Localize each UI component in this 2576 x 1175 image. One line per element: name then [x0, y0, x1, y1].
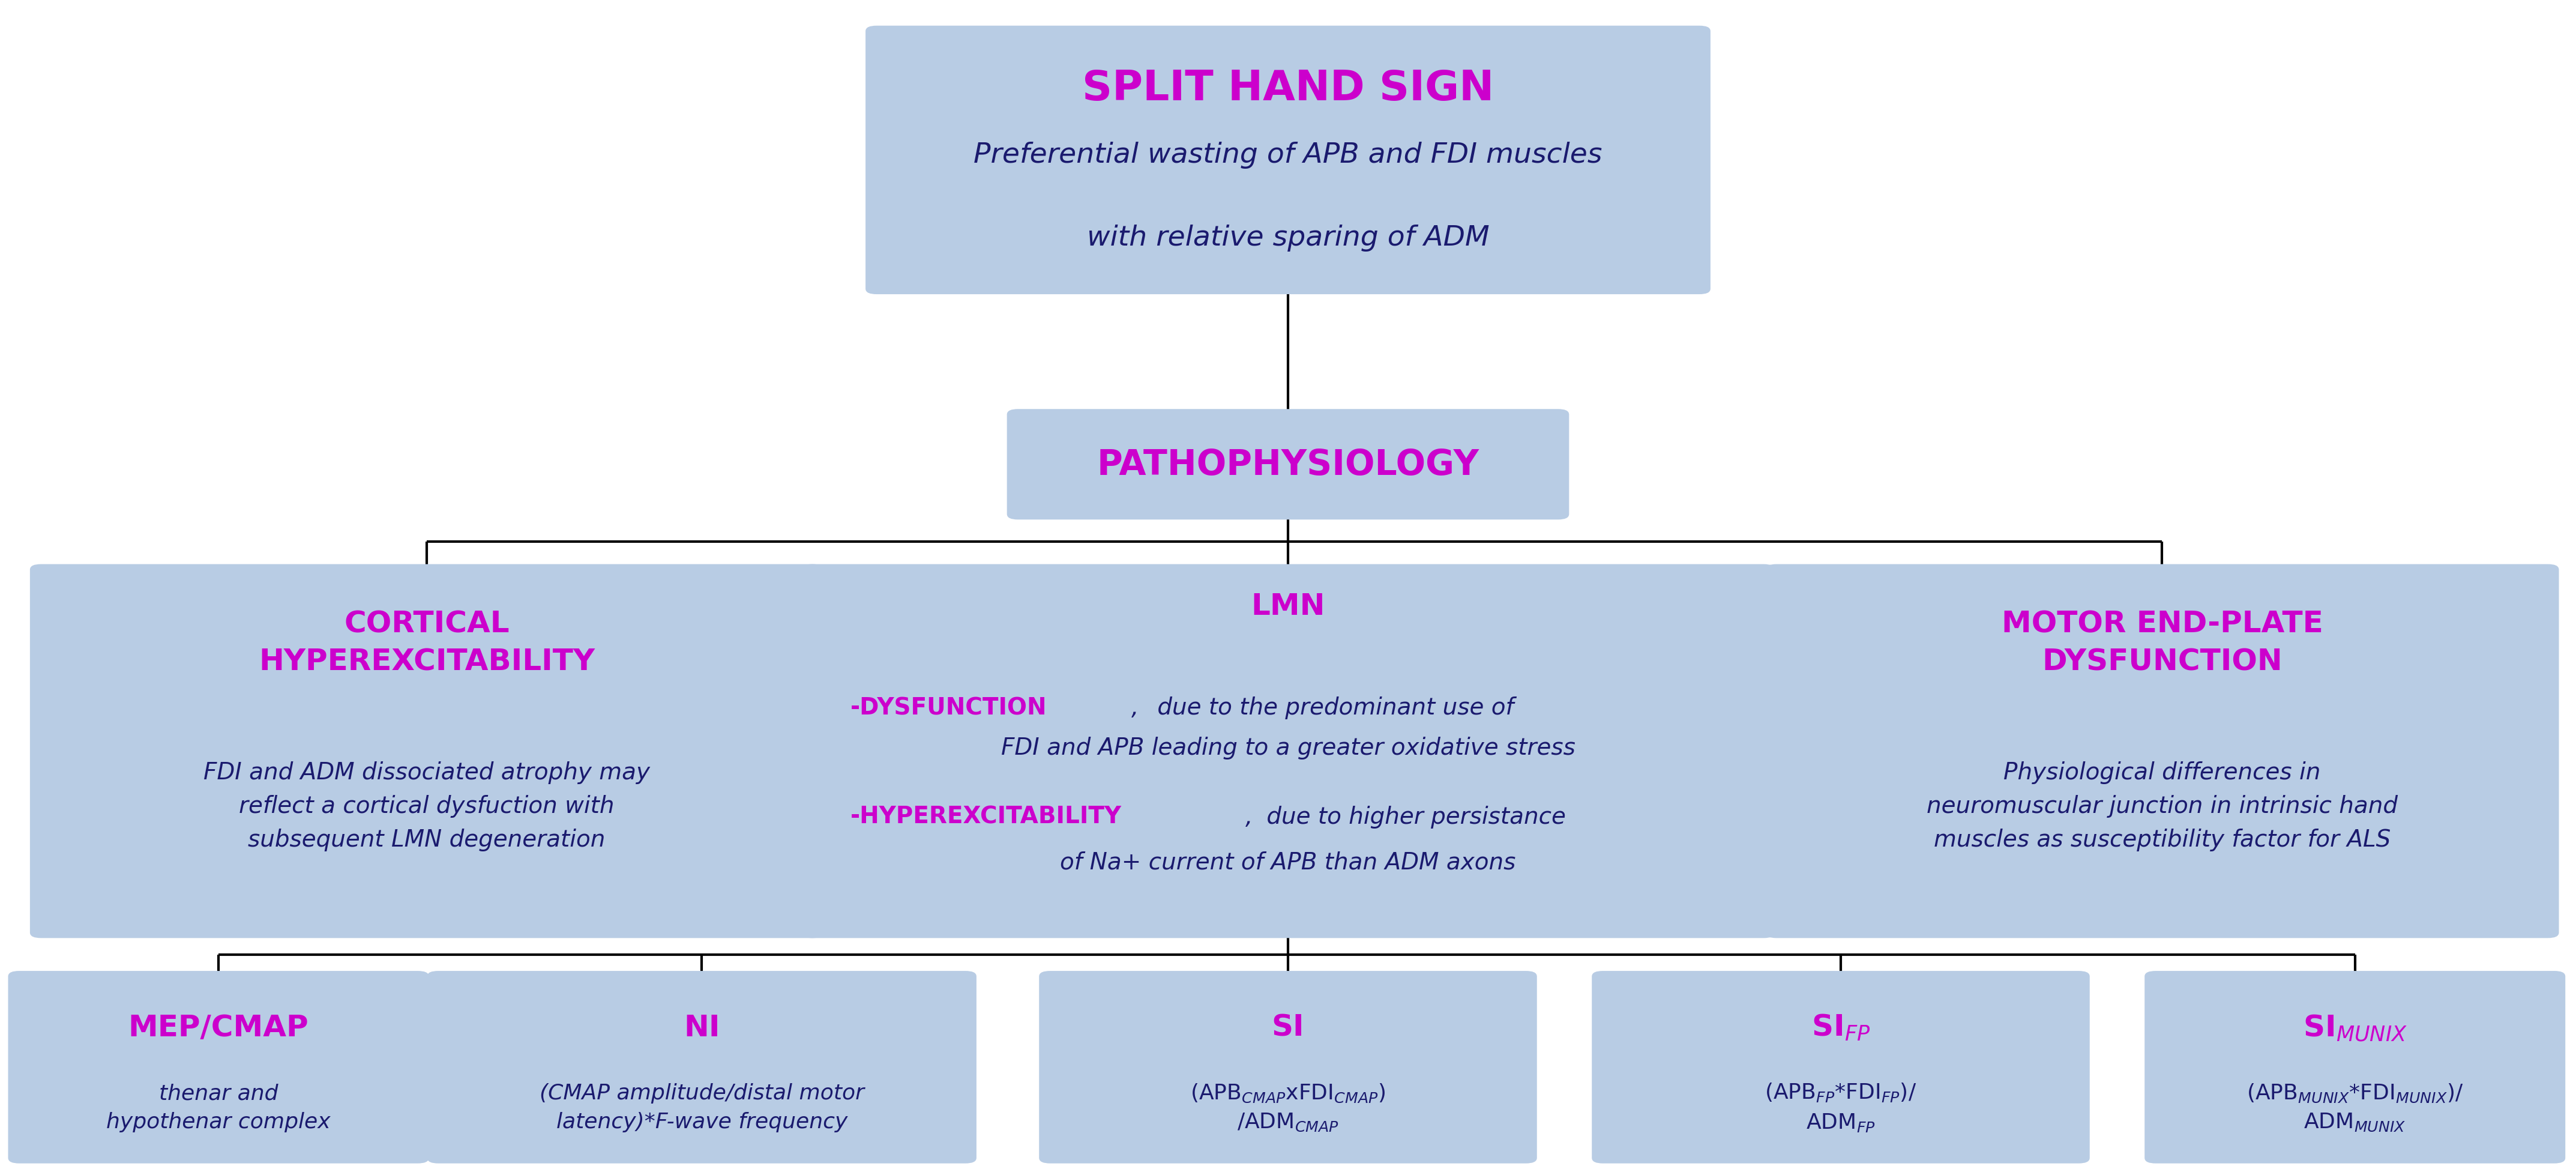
- Text: Preferential wasting of APB and FDI muscles: Preferential wasting of APB and FDI musc…: [974, 142, 1602, 169]
- Text: due to higher persistance: due to higher persistance: [1260, 805, 1566, 828]
- FancyBboxPatch shape: [1767, 565, 2558, 938]
- FancyBboxPatch shape: [2146, 972, 2566, 1162]
- FancyBboxPatch shape: [31, 565, 822, 938]
- Text: ,: ,: [1244, 805, 1252, 828]
- FancyBboxPatch shape: [1592, 972, 2089, 1162]
- Text: NI: NI: [683, 1013, 719, 1042]
- Text: -HYPEREXCITABILITY: -HYPEREXCITABILITY: [850, 805, 1121, 828]
- FancyBboxPatch shape: [1041, 972, 1535, 1162]
- Text: FDI and APB leading to a greater oxidative stress: FDI and APB leading to a greater oxidati…: [1002, 737, 1574, 759]
- Text: due to the predominant use of: due to the predominant use of: [1149, 697, 1515, 719]
- FancyBboxPatch shape: [866, 27, 1710, 294]
- FancyBboxPatch shape: [8, 972, 428, 1162]
- Text: LMN: LMN: [1252, 592, 1324, 620]
- Text: (APB$_{MUNIX}$*FDI$_{MUNIX}$)/
ADM$_{MUNIX}$: (APB$_{MUNIX}$*FDI$_{MUNIX}$)/ ADM$_{MUN…: [2246, 1081, 2463, 1133]
- Text: of Na+ current of APB than ADM axons: of Na+ current of APB than ADM axons: [1061, 851, 1515, 873]
- Text: MOTOR END-PLATE
DYSFUNCTION: MOTOR END-PLATE DYSFUNCTION: [2002, 609, 2324, 676]
- FancyBboxPatch shape: [801, 565, 1775, 938]
- FancyBboxPatch shape: [428, 972, 976, 1162]
- Text: -DYSFUNCTION: -DYSFUNCTION: [850, 697, 1046, 719]
- Text: Physiological differences in
neuromuscular junction in intrinsic hand
muscles as: Physiological differences in neuromuscul…: [1927, 760, 2398, 851]
- Text: PATHOPHYSIOLOGY: PATHOPHYSIOLOGY: [1097, 448, 1479, 482]
- Text: (CMAP amplitude/distal motor
latency)*F-wave frequency: (CMAP amplitude/distal motor latency)*F-…: [538, 1082, 863, 1132]
- Text: SPLIT HAND SIGN: SPLIT HAND SIGN: [1082, 68, 1494, 108]
- Text: FDI and ADM dissociated atrophy may
reflect a cortical dysfuction with
subsequen: FDI and ADM dissociated atrophy may refl…: [204, 760, 649, 851]
- Text: SI$_{MUNIX}$: SI$_{MUNIX}$: [2303, 1013, 2406, 1042]
- Text: MEP/CMAP: MEP/CMAP: [129, 1013, 309, 1042]
- Text: (APB$_{CMAP}$xFDI$_{CMAP}$)
/ADM$_{CMAP}$: (APB$_{CMAP}$xFDI$_{CMAP}$) /ADM$_{CMAP}…: [1190, 1081, 1386, 1133]
- Text: with relative sparing of ADM: with relative sparing of ADM: [1087, 224, 1489, 251]
- Text: SI: SI: [1273, 1013, 1303, 1042]
- FancyBboxPatch shape: [1007, 410, 1569, 519]
- Text: (APB$_{FP}$*FDI$_{FP}$)/
ADM$_{FP}$: (APB$_{FP}$*FDI$_{FP}$)/ ADM$_{FP}$: [1765, 1081, 1917, 1133]
- Text: CORTICAL
HYPEREXCITABILITY: CORTICAL HYPEREXCITABILITY: [258, 609, 595, 676]
- Text: thenar and
hypothenar complex: thenar and hypothenar complex: [106, 1082, 330, 1132]
- Text: SI$_{FP}$: SI$_{FP}$: [1811, 1013, 1870, 1042]
- Text: ,: ,: [1131, 697, 1139, 719]
